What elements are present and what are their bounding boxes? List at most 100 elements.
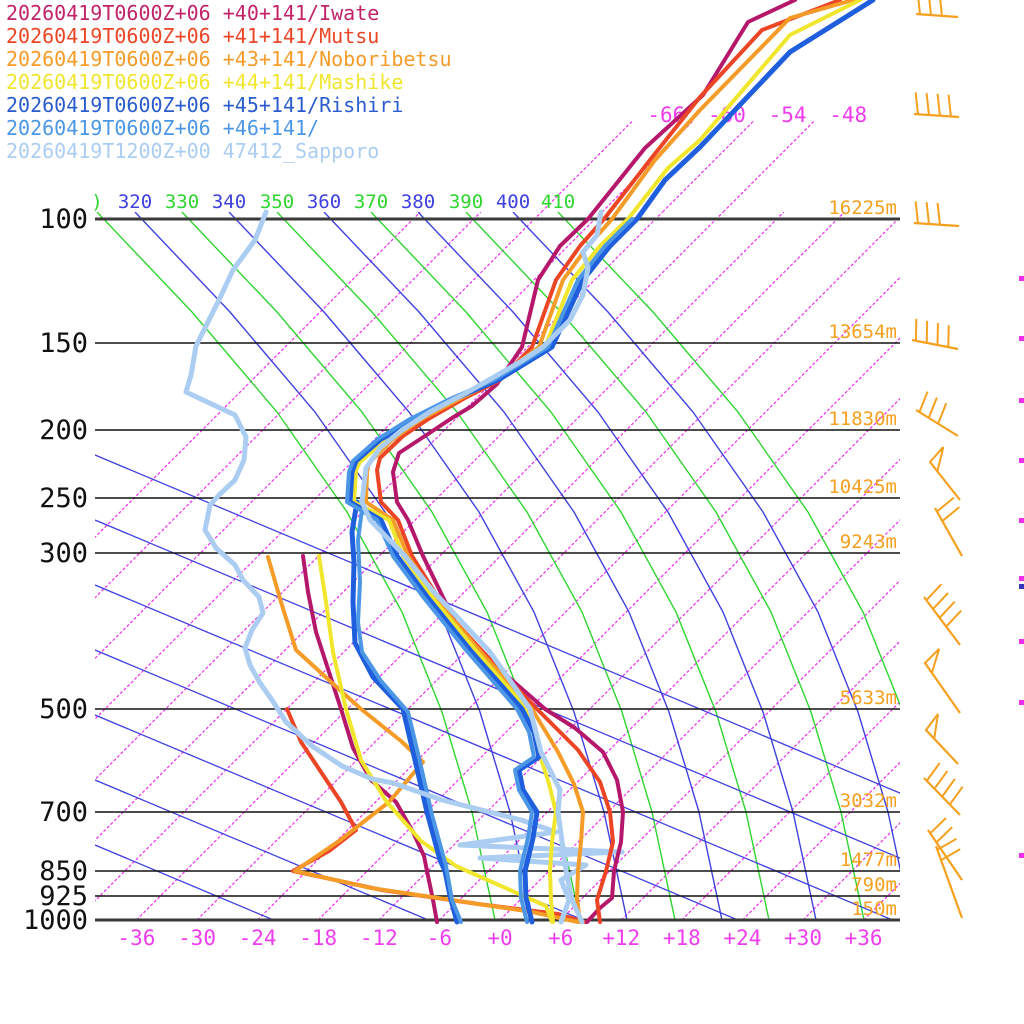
isotherm-line-upper (540, 119, 634, 213)
temp-axis-label: -18 (299, 926, 337, 950)
isotherm-line (620, 640, 900, 920)
temperature-curve-Rishiri (347, 0, 876, 925)
isotherm-line-upper (722, 119, 816, 213)
sounding-legend: 20260419T0600Z+06 +40+141/Iwate 20260419T… (6, 2, 452, 163)
mixratio-line (95, 584, 895, 920)
wind-barb-3 (911, 318, 959, 351)
pressure-label-200: 200 (39, 415, 88, 446)
isotherm-line-upper (662, 119, 756, 213)
pressure-label-300: 300 (39, 538, 88, 569)
temp-axis-label: -36 (117, 926, 155, 950)
edge-tick (1019, 336, 1024, 341)
isotherm-line (196, 216, 900, 920)
pressure-label-1000: 1000 (23, 905, 88, 936)
adiabat-label: 360 (307, 191, 341, 213)
mixratio-line (95, 779, 431, 920)
temperature-curve-Noboribetsu (364, 0, 855, 924)
pressure-label-500: 500 (39, 694, 88, 725)
isotherm-line (802, 822, 900, 920)
dewpoint-curve-Mashike (317, 554, 554, 924)
temp-axis-label: -12 (360, 926, 398, 950)
adiabat-label: ) (91, 191, 102, 213)
edge-tick (1019, 576, 1024, 581)
edge-tick (1019, 458, 1024, 463)
adiabat-line (276, 212, 676, 920)
adiabat-label: 340 (212, 191, 246, 213)
isotherm-line-upper (601, 119, 695, 213)
isotherm-line (95, 212, 724, 842)
legend-item-6: 20260419T1200Z+00 47412_Sapporo (6, 139, 380, 163)
pressure-label-100: 100 (39, 204, 88, 235)
temp-axis-label: +0 (487, 926, 512, 950)
legend-item-2: 20260419T0600Z+06 +43+141/Noboribetsu (6, 47, 452, 71)
isotherm-line (95, 212, 542, 660)
temperature-curve-Mutsu (375, 0, 842, 924)
isotherm-line (499, 519, 900, 920)
mixratio-line (95, 454, 900, 794)
edge-tick (1019, 853, 1024, 858)
altitude-label-300: 9243m (840, 531, 897, 553)
temp-axis-label: -24 (239, 926, 277, 950)
temp-axis-label: +24 (723, 926, 761, 950)
dewpoint-curve-Noboribetsu (266, 555, 580, 924)
altitude-label-850: 1477m (840, 849, 897, 871)
dewpoint-curve-47412_Sapporo (183, 209, 625, 925)
wind-barb-0 (915, 0, 959, 19)
mixratio-line (95, 844, 276, 920)
wind-barb-1 (913, 92, 960, 119)
isotherm-line (95, 212, 664, 781)
temp-axis-label: -30 (178, 926, 216, 950)
isotherm-line (681, 700, 900, 920)
wind-barb-12 (934, 837, 964, 919)
altitude-label-150: 13654m (828, 321, 897, 343)
mixratio-line (95, 649, 740, 920)
wind-barb-11 (927, 817, 963, 881)
wind-barb-8 (923, 648, 961, 714)
altitude-label-700: 3032m (840, 790, 897, 812)
wind-barb-2 (913, 201, 960, 228)
altitude-label-250: 10425m (828, 476, 897, 498)
pressure-label-150: 150 (39, 328, 88, 359)
legend-item-3: 20260419T0600Z+06 +44+141/Mashike (6, 70, 404, 94)
adiabat-line (134, 212, 534, 920)
adiabat-label: 350 (260, 191, 294, 213)
pressure-label-925: 925 (39, 881, 88, 912)
altitude-label-200: 11830m (828, 408, 897, 430)
altitude-label-500: 5633m (840, 687, 897, 709)
dewpoint-curve-+46+141 (356, 500, 463, 924)
adiabat-label: 370 (354, 191, 388, 213)
edge-tick (1019, 518, 1024, 523)
edge-tick-alt (1019, 584, 1024, 589)
temperature-curve-Iwate (391, 0, 797, 924)
isotherm-line (135, 212, 845, 920)
adiabat-line (323, 212, 723, 920)
adiabat-line (370, 212, 770, 920)
legend-item-4: 20260419T0600Z+06 +45+141/Rishiri (6, 93, 404, 117)
legend-item-5: 20260419T0600Z+06 +46+141/ (6, 116, 320, 140)
mixratio-line (95, 714, 585, 920)
edge-tick (1019, 639, 1024, 644)
temp-axis-label: +12 (602, 926, 640, 950)
temp-axis-label: +18 (663, 926, 701, 950)
adiabat-line (181, 212, 581, 920)
isotherm-line (378, 397, 900, 920)
isotherm-line (863, 882, 900, 920)
temperature-curve-+46+141 (345, 217, 634, 924)
legend-item-1: 20260419T0600Z+06 +41+141/Mutsu (6, 24, 380, 48)
wind-barb-10 (923, 762, 964, 816)
temperature-curve-47412_Sapporo (359, 209, 604, 925)
altitude-label-100: 16225m (828, 197, 897, 219)
wind-barb-7 (923, 583, 962, 646)
wind-barb-9 (924, 713, 959, 765)
temp-axis-label: +30 (784, 926, 822, 950)
altitude-label-925: 790m (851, 874, 897, 896)
pressure-label-850: 850 (39, 856, 88, 887)
isotherm-label-upper: -48 (829, 103, 867, 127)
isotherm-line (95, 212, 482, 599)
pressure-label-700: 700 (39, 797, 88, 828)
adiabat-label: 390 (449, 191, 483, 213)
isotherm-line (257, 276, 900, 920)
isotherm-line (560, 579, 900, 920)
